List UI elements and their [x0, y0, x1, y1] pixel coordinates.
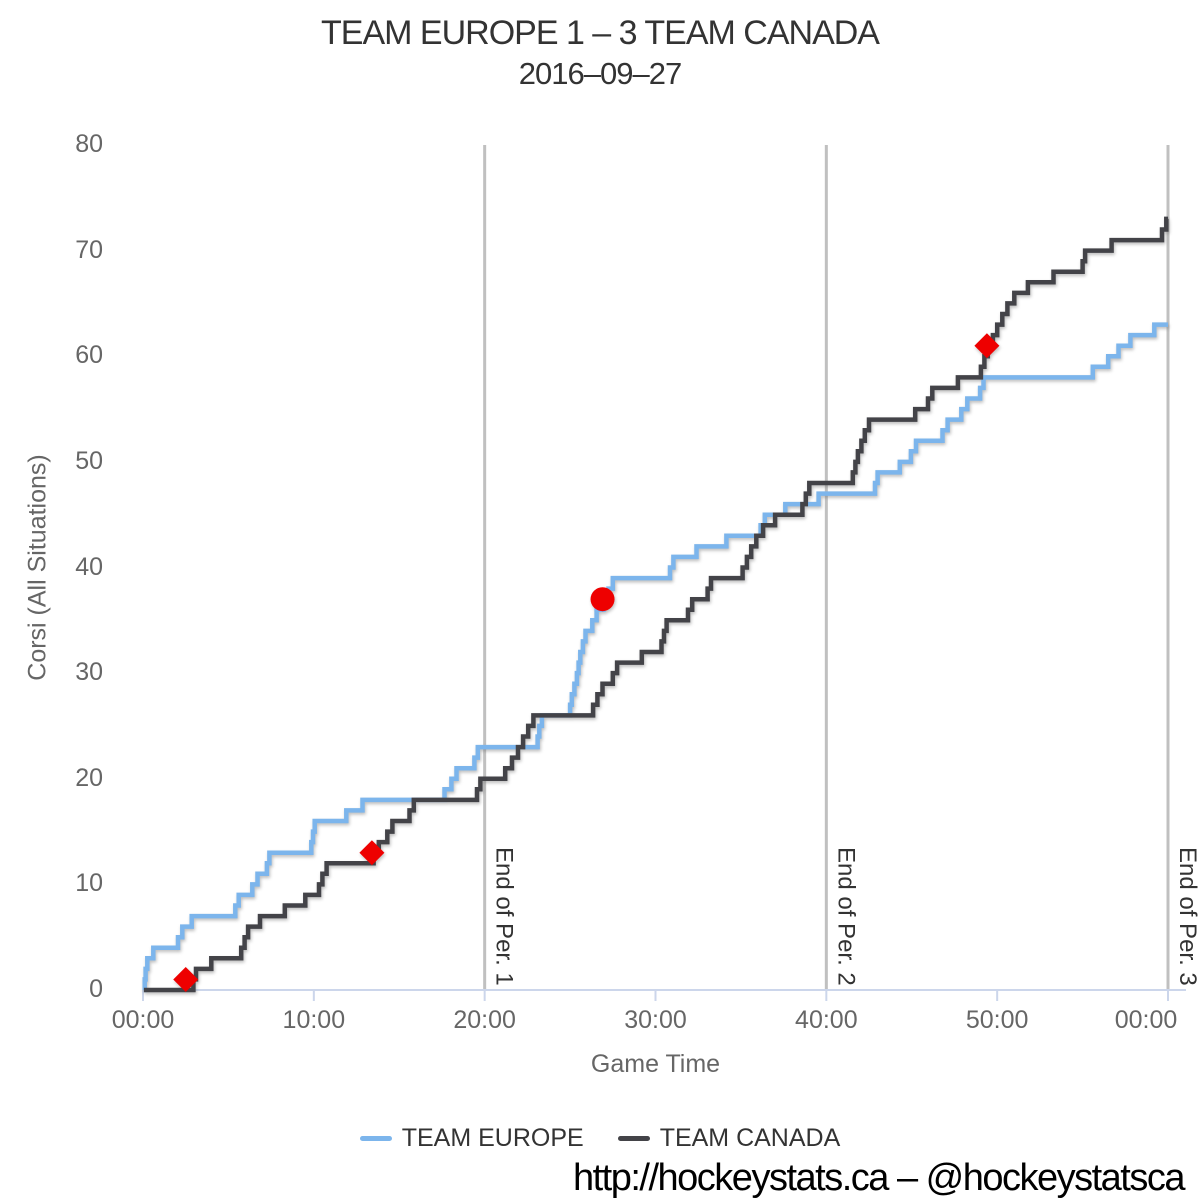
legend-label: TEAM EUROPE: [401, 1124, 584, 1152]
legend: TEAM EUROPE TEAM CANADA: [0, 1124, 1200, 1153]
goal-marker-circle[interactable]: [590, 587, 615, 612]
legend-swatch: [617, 1136, 650, 1141]
x-tick-label: 20:00: [453, 1006, 516, 1034]
legend-label: TEAM CANADA: [659, 1124, 841, 1152]
period-label: End of Per. 3: [1174, 847, 1200, 986]
y-tick-label: 40: [75, 552, 103, 581]
legend-item-team-europe[interactable]: TEAM EUROPE: [359, 1124, 584, 1153]
x-tick-label: 40:00: [795, 1006, 858, 1034]
goal-marker-diamond[interactable]: [974, 333, 1000, 359]
legend-item-team-canada[interactable]: TEAM CANADA: [617, 1124, 841, 1153]
y-tick-label: 30: [75, 658, 103, 687]
goal-marker-diamond[interactable]: [359, 840, 385, 866]
y-tick-label: 80: [75, 130, 103, 158]
x-tick-label: 00:00: [1114, 1006, 1178, 1034]
legend-swatch: [359, 1136, 392, 1141]
y-axis-title: Corsi (All Situations): [23, 454, 52, 681]
y-tick-label: 20: [75, 763, 103, 792]
x-axis-title: Game Time: [590, 1050, 721, 1078]
credit-link[interactable]: http://hockeystats.ca – @hockeystatsca: [572, 1157, 1186, 1199]
y-tick-label: 10: [75, 869, 103, 898]
y-tick-label: 70: [75, 235, 103, 264]
x-tick-label: 10:00: [282, 1006, 346, 1034]
chart-subtitle: 2016–09–27: [518, 56, 682, 91]
series-group: [142, 216, 1169, 993]
x-tick-label: 30:00: [624, 1006, 687, 1034]
y-tick-label: 0: [89, 975, 103, 1003]
period-label: End of Per. 2: [832, 847, 860, 986]
x-tick-label: 00:00: [111, 1006, 175, 1034]
y-tick-label: 50: [75, 446, 103, 475]
period-label: End of Per. 1: [490, 847, 518, 986]
y-tick-label: 60: [75, 341, 103, 370]
x-tick-label: 50:00: [965, 1006, 1029, 1034]
goal-marker-diamond[interactable]: [173, 966, 199, 992]
series-line-team-canada[interactable]: [143, 216, 1169, 993]
series-line-team-europe[interactable]: [142, 322, 1168, 993]
chart-title: TEAM EUROPE 1 – 3 TEAM CANADA: [321, 14, 880, 52]
